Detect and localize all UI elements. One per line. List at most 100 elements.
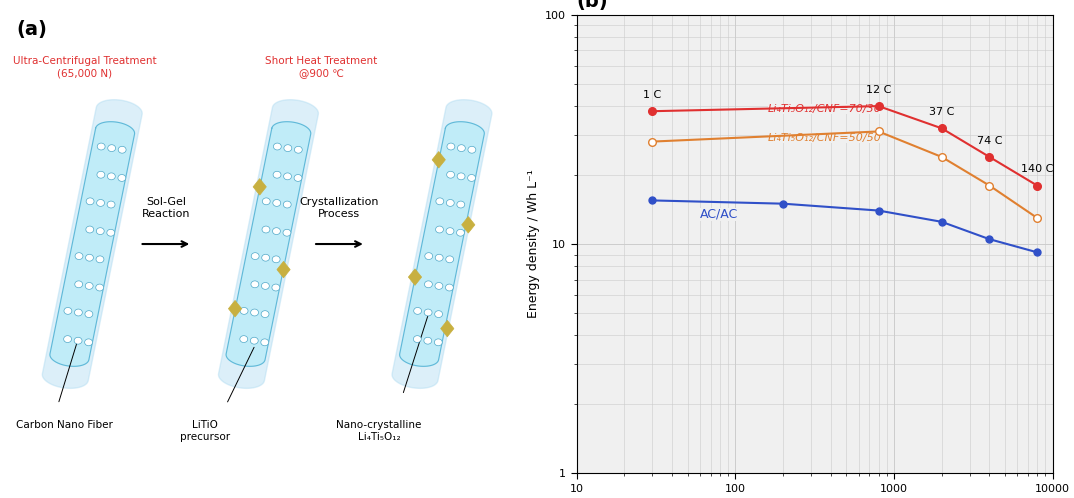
- Polygon shape: [253, 179, 266, 195]
- Circle shape: [64, 307, 72, 314]
- Circle shape: [446, 228, 454, 235]
- Y-axis label: Energy density / Wh L⁻¹: Energy density / Wh L⁻¹: [526, 170, 540, 318]
- Polygon shape: [227, 122, 310, 367]
- Circle shape: [96, 284, 103, 291]
- Circle shape: [98, 143, 105, 150]
- Circle shape: [63, 336, 72, 343]
- Polygon shape: [408, 269, 422, 285]
- Circle shape: [107, 145, 116, 151]
- Text: 1 C: 1 C: [643, 90, 662, 100]
- Polygon shape: [229, 300, 242, 317]
- Text: LiTiO
precursor: LiTiO precursor: [180, 420, 231, 442]
- Circle shape: [261, 339, 268, 346]
- Text: Li₄Ti₅O₁₂/CNF=70/30: Li₄Ti₅O₁₂/CNF=70/30: [768, 104, 882, 114]
- Circle shape: [261, 282, 270, 289]
- Circle shape: [85, 282, 93, 289]
- Circle shape: [250, 337, 258, 344]
- Text: (a): (a): [16, 19, 47, 38]
- Circle shape: [118, 146, 126, 153]
- Circle shape: [74, 309, 83, 316]
- Polygon shape: [400, 122, 484, 367]
- Circle shape: [456, 229, 464, 236]
- Polygon shape: [218, 100, 318, 388]
- Circle shape: [86, 254, 93, 261]
- Circle shape: [284, 173, 291, 180]
- Circle shape: [273, 200, 280, 206]
- Circle shape: [434, 339, 442, 346]
- Circle shape: [446, 256, 453, 263]
- Polygon shape: [49, 122, 134, 367]
- Circle shape: [435, 254, 444, 261]
- Text: (b): (b): [577, 0, 608, 10]
- Polygon shape: [440, 320, 454, 337]
- Circle shape: [282, 229, 291, 236]
- Circle shape: [284, 201, 291, 208]
- Circle shape: [424, 281, 433, 288]
- Circle shape: [118, 174, 126, 181]
- Circle shape: [273, 171, 281, 178]
- Circle shape: [435, 311, 442, 318]
- Circle shape: [86, 198, 95, 205]
- Text: 74 C: 74 C: [976, 135, 1002, 145]
- Circle shape: [436, 198, 444, 205]
- Text: Carbon Nano Fiber: Carbon Nano Fiber: [16, 420, 113, 430]
- Polygon shape: [42, 100, 142, 388]
- Circle shape: [425, 252, 433, 259]
- Circle shape: [447, 171, 454, 178]
- Circle shape: [456, 201, 465, 208]
- Text: Nano-crystalline
Li₄Ti₅O₁₂: Nano-crystalline Li₄Ti₅O₁₂: [336, 420, 422, 442]
- Circle shape: [75, 252, 83, 259]
- Circle shape: [435, 282, 442, 289]
- Text: AC/AC: AC/AC: [700, 208, 739, 221]
- Circle shape: [241, 307, 248, 314]
- Circle shape: [85, 339, 92, 346]
- Circle shape: [106, 229, 115, 236]
- Text: Li₄Ti₅O₁₂/CNF=50/50: Li₄Ti₅O₁₂/CNF=50/50: [768, 133, 882, 143]
- Circle shape: [294, 146, 302, 153]
- Polygon shape: [462, 217, 475, 233]
- Circle shape: [467, 174, 476, 181]
- Text: Short Heat Treatment
@900 ℃: Short Heat Treatment @900 ℃: [265, 56, 377, 79]
- Circle shape: [75, 281, 83, 288]
- Circle shape: [424, 337, 432, 344]
- Circle shape: [294, 174, 302, 181]
- Text: Ultra-Centrifugal Treatment
(65,000 N): Ultra-Centrifugal Treatment (65,000 N): [13, 56, 156, 79]
- Circle shape: [274, 143, 281, 150]
- Circle shape: [468, 146, 476, 153]
- Circle shape: [458, 173, 465, 180]
- Text: 140 C: 140 C: [1021, 164, 1054, 174]
- Circle shape: [97, 171, 105, 178]
- Circle shape: [446, 284, 453, 291]
- Text: 37 C: 37 C: [929, 107, 955, 117]
- Circle shape: [262, 198, 271, 205]
- Circle shape: [240, 336, 248, 343]
- Text: 12 C: 12 C: [866, 85, 891, 95]
- Polygon shape: [432, 151, 446, 168]
- Polygon shape: [277, 261, 290, 278]
- Circle shape: [447, 143, 455, 150]
- Circle shape: [251, 252, 259, 259]
- Circle shape: [424, 309, 432, 316]
- Text: Crystallization
Process: Crystallization Process: [300, 197, 379, 219]
- Circle shape: [261, 311, 268, 318]
- Circle shape: [284, 145, 292, 151]
- Circle shape: [272, 256, 280, 263]
- Circle shape: [262, 254, 270, 261]
- Circle shape: [250, 309, 259, 316]
- Circle shape: [251, 281, 259, 288]
- Circle shape: [436, 226, 444, 233]
- Circle shape: [97, 200, 104, 206]
- Circle shape: [413, 336, 421, 343]
- Polygon shape: [392, 100, 492, 388]
- Circle shape: [272, 284, 280, 291]
- Circle shape: [97, 228, 104, 235]
- Circle shape: [262, 226, 270, 233]
- Circle shape: [413, 307, 422, 314]
- Circle shape: [458, 145, 465, 151]
- Circle shape: [74, 337, 82, 344]
- Circle shape: [85, 311, 92, 318]
- Circle shape: [107, 173, 115, 180]
- Circle shape: [107, 201, 115, 208]
- Circle shape: [96, 256, 104, 263]
- Circle shape: [86, 226, 93, 233]
